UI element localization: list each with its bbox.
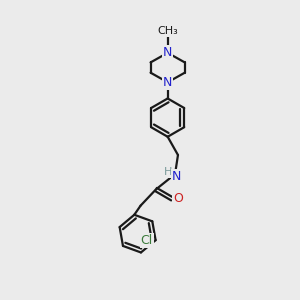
Text: Cl: Cl (141, 234, 153, 247)
Text: N: N (163, 76, 172, 89)
Text: H: H (164, 167, 173, 177)
Text: N: N (163, 46, 172, 59)
Text: N: N (172, 170, 181, 183)
Text: CH₃: CH₃ (157, 26, 178, 36)
Text: O: O (174, 192, 184, 206)
